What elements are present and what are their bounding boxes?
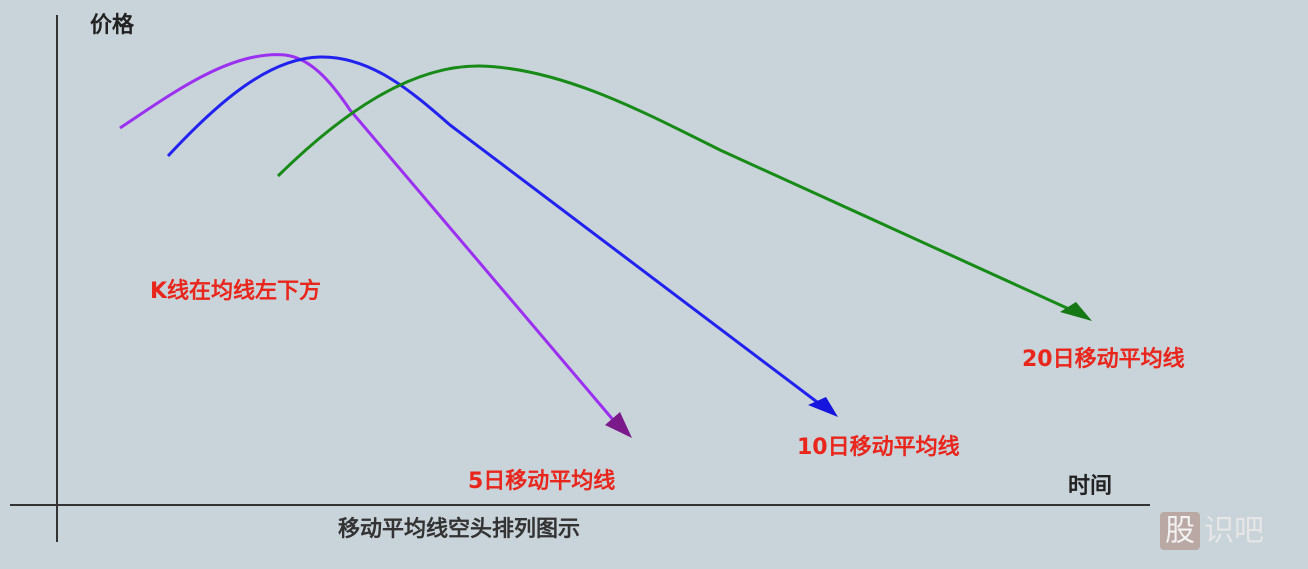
x-axis-label: 时间 [1068, 474, 1112, 499]
ma20-label: 20日移动平均线 [1022, 346, 1185, 372]
ma10-curve [166, 55, 826, 410]
y-axis-label: 价格 [90, 12, 135, 38]
ma5-arrow [605, 412, 632, 438]
watermark-box [1160, 512, 1200, 550]
annotation: K线在均线左下方 [150, 278, 321, 304]
ma10-label: 10日移动平均线 [797, 434, 960, 460]
ma5-label: 5日移动平均线 [468, 468, 615, 494]
ma20-curve [276, 64, 1081, 316]
watermark-boxed: 股 [1165, 514, 1195, 549]
ma5-curve [119, 53, 622, 429]
ma20-arrow [1060, 302, 1092, 321]
caption: 移动平均线空头排列图示 [338, 516, 580, 542]
watermark-text: 识吧 [1204, 514, 1264, 549]
ma10-arrow [808, 397, 838, 417]
